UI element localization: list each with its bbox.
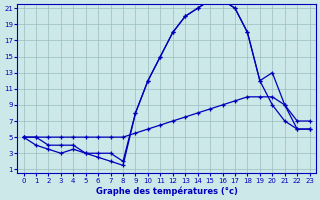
X-axis label: Graphe des températures (°c): Graphe des températures (°c) xyxy=(96,186,237,196)
